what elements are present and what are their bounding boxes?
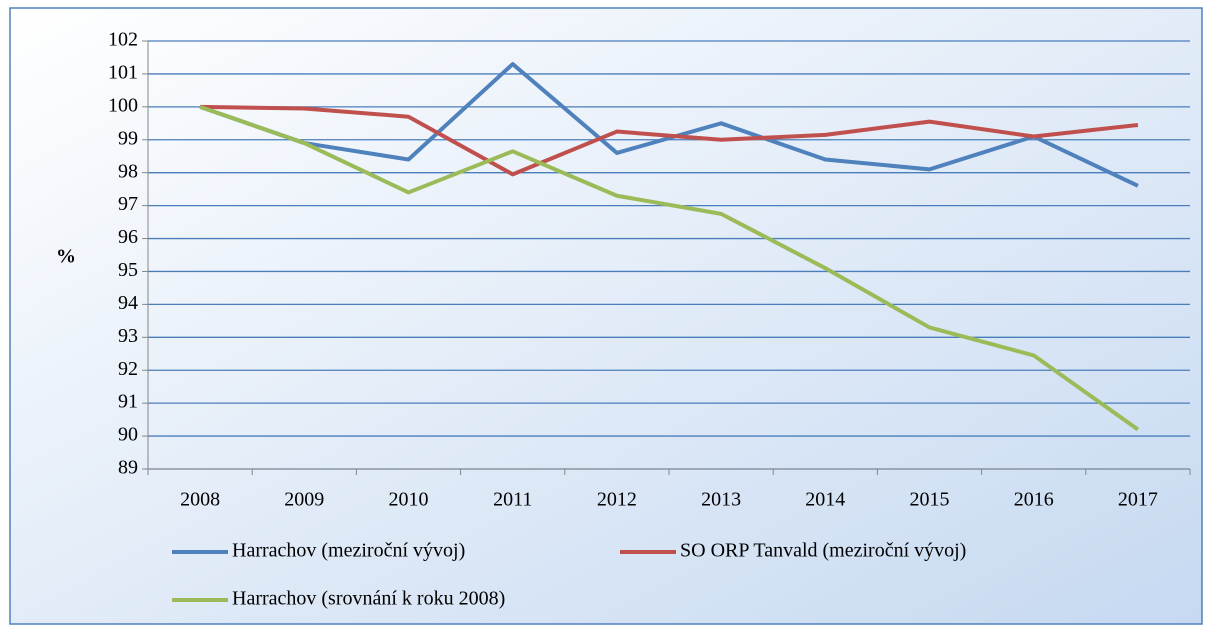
- y-tick-label: 100: [108, 94, 138, 116]
- y-tick-label: 99: [118, 127, 138, 149]
- x-tick-label: 2016: [1014, 489, 1054, 511]
- series-line: [199, 62, 1139, 188]
- x-tick-label: 2013: [701, 489, 741, 511]
- y-tick-label: 95: [118, 259, 138, 281]
- y-tick-label: 91: [118, 391, 138, 413]
- x-tick-label: 2008: [180, 489, 220, 511]
- series-line: [199, 104, 1140, 432]
- series-line: [200, 104, 1139, 177]
- x-tick-label: 2017: [1118, 489, 1158, 511]
- y-tick-label: 98: [118, 160, 138, 182]
- legend-label: Harrachov (meziroční vývoj): [232, 540, 465, 562]
- y-tick-label: 90: [118, 424, 138, 446]
- y-tick-label: 89: [118, 457, 138, 479]
- x-tick-label: 2014: [805, 489, 845, 511]
- y-tick-label: 93: [118, 325, 138, 347]
- y-tick-label: 94: [118, 292, 138, 314]
- y-tick-label: 96: [118, 226, 138, 248]
- y-axis-label: %: [56, 246, 76, 268]
- x-tick-label: 2009: [284, 489, 324, 511]
- x-tick-label: 2011: [493, 489, 532, 511]
- x-tick-label: 2015: [910, 489, 950, 511]
- y-tick-label: 92: [118, 358, 138, 380]
- x-tick-label: 2012: [597, 489, 637, 511]
- y-tick-label: 101: [108, 62, 138, 84]
- legend-label: SO ORP Tanvald (meziroční vývoj): [680, 540, 966, 562]
- y-tick-label: 102: [108, 29, 138, 51]
- x-tick-label: 2010: [389, 489, 429, 511]
- y-tick-label: 97: [118, 193, 138, 215]
- chart-frame: [9, 7, 1203, 625]
- legend-label: Harrachov (srovnání k roku 2008): [232, 588, 505, 610]
